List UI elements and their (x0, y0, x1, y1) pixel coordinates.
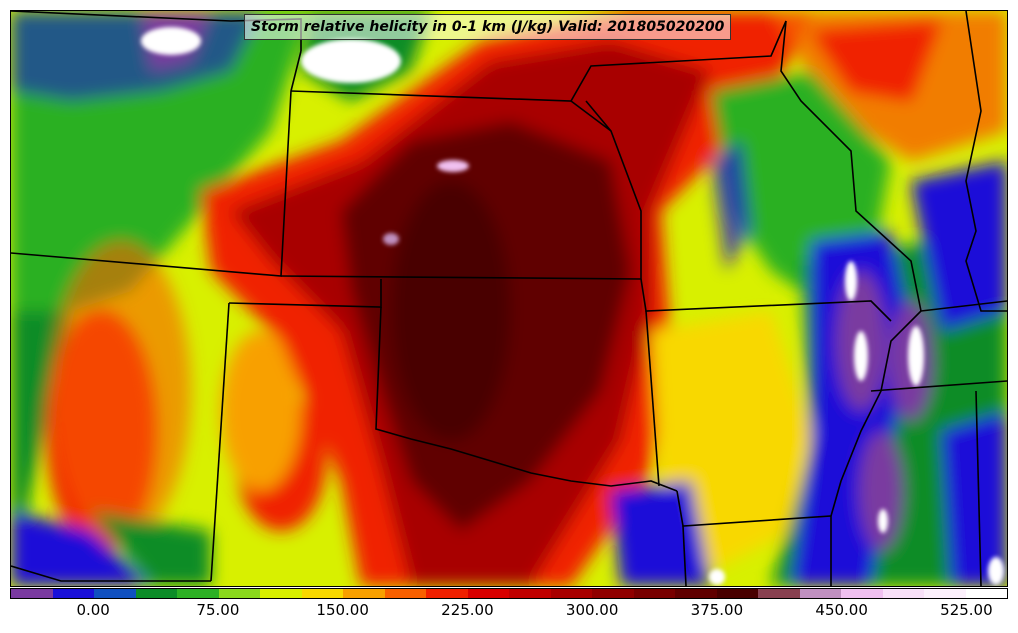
colorbar-segment-8 (343, 589, 385, 598)
colorbar-tick-label: 150.00 (316, 601, 369, 619)
border-missouri-iowa (780, 20, 922, 312)
colorbar-tick-label: 0.00 (76, 601, 110, 619)
colorbar-segment-18 (758, 589, 800, 598)
pink-patch-central (437, 160, 469, 172)
field-central-darkest (391, 181, 511, 441)
colorbar-segment-13 (550, 589, 592, 598)
colorbar-segment-0 (11, 589, 53, 598)
border-oklahoma (375, 306, 678, 492)
colorbar-labels: 0.00 75.00 150.00 225.00 300.00 375.00 450.00 5… (10, 601, 1008, 623)
white-patch-north (301, 39, 401, 83)
field-southwest-orange (51, 241, 191, 541)
border-east-2 (975, 390, 982, 586)
field-southeast-blue-2 (941, 411, 1007, 586)
border-dakota-nebraska (290, 20, 787, 102)
colorbar-segment-10 (426, 589, 468, 598)
field-northeast-red (811, 21, 941, 101)
border-texas-louisiana (682, 525, 687, 586)
border-kansas-missouri (640, 278, 892, 322)
colorbar-segment-22 (924, 589, 966, 598)
colorbar-segment-7 (301, 589, 343, 598)
border-oklahoma-arkansas (645, 310, 660, 487)
colorbar-segment-23 (965, 589, 1007, 598)
colorbar-segment-12 (509, 589, 551, 598)
helicity-map (11, 11, 1007, 586)
colorbar (10, 588, 1008, 599)
border-illinois (965, 11, 1007, 312)
field-east-blue-streak (711, 141, 751, 271)
colorbar-segment-4 (177, 589, 219, 598)
colorbar-tick-label: 75.00 (196, 601, 240, 619)
colorbar-segment-17 (716, 589, 758, 598)
field-bottom-green (91, 511, 211, 586)
pink-patch-central-2 (383, 233, 399, 245)
border-southwest-bottom (11, 565, 211, 582)
map-panel (10, 10, 1008, 587)
colorbar-tick-label: 300.00 (565, 601, 619, 619)
white-patch-east-2 (854, 331, 868, 381)
colorbar-segment-21 (882, 589, 924, 598)
white-patch-northwest (141, 27, 201, 55)
white-patch-east-3 (908, 326, 924, 386)
colorbar-segment-3 (135, 589, 177, 598)
border-wyoming-colorado (11, 50, 302, 277)
border-mississippi-river (830, 310, 922, 517)
border-newmexico-texas-panhandle (210, 302, 230, 582)
state-boundaries (11, 11, 1007, 586)
colorbar-segment-19 (799, 589, 841, 598)
white-patch-southeast (878, 509, 888, 533)
colorbar-segment-15 (633, 589, 675, 598)
colorbar-segment-6 (260, 589, 302, 598)
colorbar-segment-14 (592, 589, 634, 598)
colorbar-tick-label: 450.00 (815, 601, 868, 619)
colorbar-segment-20 (841, 589, 883, 598)
field-bottom-purple (859, 431, 903, 551)
white-patch-bottom (709, 569, 725, 585)
field-highlights (141, 27, 1004, 585)
border-nebraska-iowa (570, 100, 612, 132)
border-arkansas-south (676, 490, 832, 586)
colorbar-segment-5 (218, 589, 260, 598)
helicity-field (11, 11, 1007, 586)
colorbar-segment-2 (94, 589, 136, 598)
border-tennessee (920, 300, 1007, 312)
colorbar-tick-label: 375.00 (690, 601, 744, 619)
field-south-blue (611, 481, 711, 586)
field-south-orange (221, 331, 301, 491)
white-patch-corner (988, 557, 1004, 585)
colorbar-segment-1 (52, 589, 94, 598)
field-west-green-2 (11, 311, 71, 586)
colorbar-segment-16 (675, 589, 717, 598)
border-east-1 (870, 380, 1007, 392)
white-patch-east (845, 261, 857, 301)
colorbar-tick-label: 225.00 (441, 601, 494, 619)
colorbar-segment-11 (467, 589, 509, 598)
field-bottom-blue (11, 511, 151, 586)
colorbar-tick-label: 525.00 (940, 601, 993, 619)
map-title: Storm relative helicity in 0-1 km (J/kg)… (244, 14, 732, 40)
colorbar-segment-9 (384, 589, 426, 598)
border-kansas-north (280, 100, 642, 280)
field-east-blue-2 (911, 161, 1007, 331)
